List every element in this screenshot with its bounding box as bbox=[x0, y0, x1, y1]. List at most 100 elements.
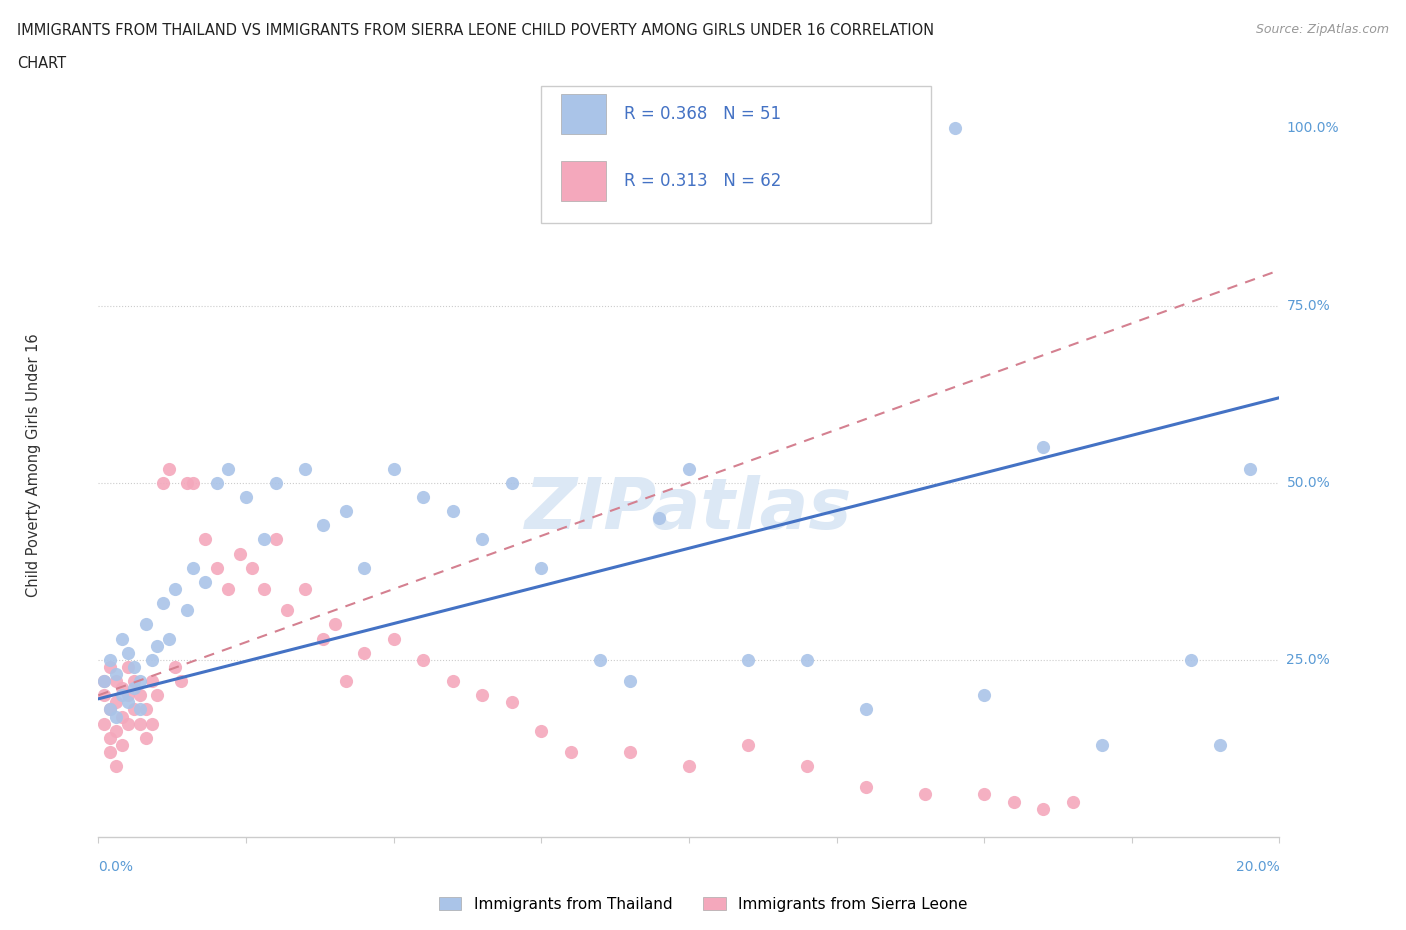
Point bbox=[943, 121, 966, 136]
Point bbox=[441, 504, 464, 519]
Point bbox=[93, 688, 115, 703]
Point bbox=[648, 511, 671, 525]
Point bbox=[264, 532, 287, 547]
Point bbox=[128, 702, 150, 717]
Point bbox=[312, 631, 335, 646]
Point bbox=[471, 532, 494, 547]
Point bbox=[240, 560, 263, 575]
Point bbox=[1209, 737, 1232, 752]
Point bbox=[294, 581, 316, 596]
Point bbox=[105, 759, 128, 774]
Text: 20.0%: 20.0% bbox=[1236, 860, 1279, 874]
FancyBboxPatch shape bbox=[541, 86, 931, 223]
Text: Source: ZipAtlas.com: Source: ZipAtlas.com bbox=[1256, 23, 1389, 36]
Point bbox=[253, 532, 276, 547]
Point bbox=[205, 475, 228, 490]
Point bbox=[98, 659, 121, 674]
Point bbox=[152, 596, 174, 611]
Point bbox=[117, 659, 139, 674]
Point bbox=[128, 716, 150, 731]
Point bbox=[117, 688, 139, 703]
Text: R = 0.368   N = 51: R = 0.368 N = 51 bbox=[624, 105, 782, 123]
Point bbox=[111, 688, 134, 703]
Text: 75.0%: 75.0% bbox=[1286, 299, 1330, 312]
Text: R = 0.313   N = 62: R = 0.313 N = 62 bbox=[624, 172, 782, 190]
Point bbox=[111, 737, 134, 752]
Text: 0.0%: 0.0% bbox=[98, 860, 134, 874]
Point bbox=[157, 631, 180, 646]
Text: ZIPatlas: ZIPatlas bbox=[526, 475, 852, 544]
Point bbox=[135, 702, 157, 717]
Point bbox=[122, 702, 145, 717]
Point bbox=[135, 730, 157, 745]
Point bbox=[253, 581, 276, 596]
Point bbox=[264, 475, 287, 490]
Point bbox=[471, 688, 494, 703]
Point bbox=[353, 560, 375, 575]
Point bbox=[1032, 802, 1054, 817]
Legend: Immigrants from Thailand, Immigrants from Sierra Leone: Immigrants from Thailand, Immigrants fro… bbox=[433, 890, 973, 918]
Point bbox=[141, 653, 163, 668]
Point bbox=[412, 653, 434, 668]
Point bbox=[205, 560, 228, 575]
Point bbox=[111, 631, 134, 646]
Point bbox=[217, 581, 239, 596]
Point bbox=[141, 716, 163, 731]
Point bbox=[560, 745, 582, 760]
Point bbox=[335, 504, 357, 519]
Point bbox=[678, 461, 700, 476]
Point bbox=[98, 730, 121, 745]
Bar bbox=[561, 94, 606, 134]
Point bbox=[152, 475, 174, 490]
Point bbox=[530, 724, 553, 738]
Point bbox=[737, 653, 759, 668]
Point bbox=[146, 638, 169, 653]
Bar bbox=[561, 161, 606, 201]
Point bbox=[117, 716, 139, 731]
Point bbox=[1091, 737, 1114, 752]
Point bbox=[855, 702, 877, 717]
Point bbox=[141, 673, 163, 688]
Point bbox=[855, 780, 877, 795]
Text: 50.0%: 50.0% bbox=[1286, 476, 1330, 490]
Point bbox=[312, 518, 335, 533]
Point bbox=[1002, 794, 1025, 809]
Point bbox=[323, 617, 346, 631]
Point bbox=[382, 631, 405, 646]
Point bbox=[796, 653, 818, 668]
Point bbox=[737, 737, 759, 752]
Point bbox=[146, 688, 169, 703]
Point bbox=[128, 688, 150, 703]
Point bbox=[176, 475, 198, 490]
Point bbox=[93, 716, 115, 731]
Point bbox=[441, 673, 464, 688]
Point bbox=[501, 695, 523, 710]
Point bbox=[111, 709, 134, 724]
Point bbox=[176, 603, 198, 618]
Point bbox=[235, 489, 257, 504]
Point bbox=[165, 581, 187, 596]
Point bbox=[589, 653, 612, 668]
Point bbox=[181, 560, 204, 575]
Point bbox=[98, 702, 121, 717]
Point bbox=[530, 560, 553, 575]
Point bbox=[678, 759, 700, 774]
Point bbox=[294, 461, 316, 476]
Point bbox=[382, 461, 405, 476]
Point bbox=[796, 759, 818, 774]
Point bbox=[973, 688, 995, 703]
Text: Child Poverty Among Girls Under 16: Child Poverty Among Girls Under 16 bbox=[25, 333, 41, 597]
Point bbox=[165, 659, 187, 674]
Point bbox=[111, 681, 134, 696]
Point bbox=[157, 461, 180, 476]
Text: IMMIGRANTS FROM THAILAND VS IMMIGRANTS FROM SIERRA LEONE CHILD POVERTY AMONG GIR: IMMIGRANTS FROM THAILAND VS IMMIGRANTS F… bbox=[17, 23, 934, 38]
Point bbox=[194, 575, 217, 590]
Point bbox=[1239, 461, 1261, 476]
Point bbox=[105, 724, 128, 738]
Point bbox=[98, 745, 121, 760]
Point bbox=[98, 653, 121, 668]
Point bbox=[1180, 653, 1202, 668]
Point bbox=[105, 673, 128, 688]
Point bbox=[194, 532, 217, 547]
Point bbox=[93, 673, 115, 688]
